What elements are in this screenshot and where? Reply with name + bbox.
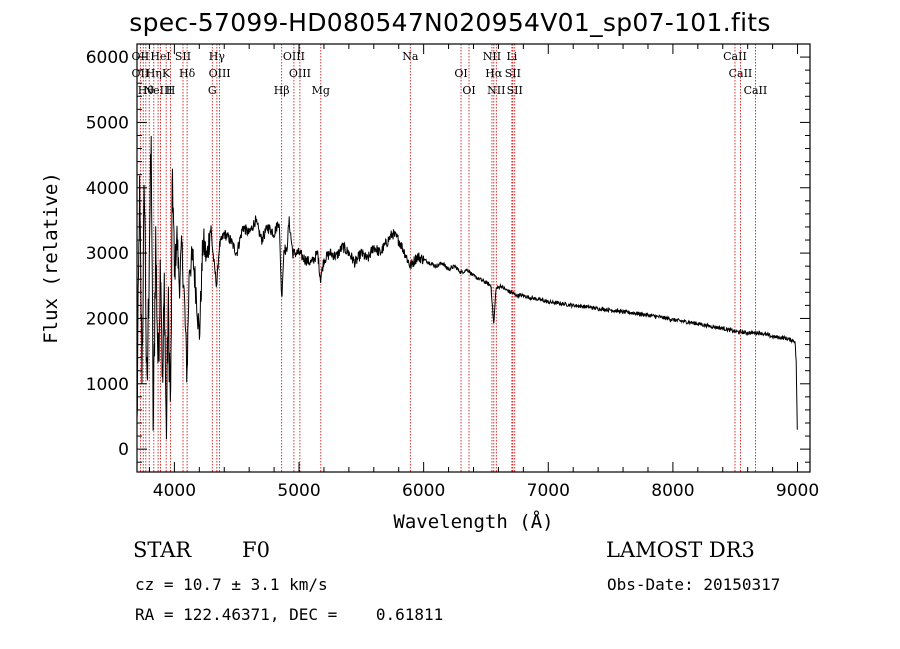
line-marker-label: Hθ [138,84,155,97]
x-axis-ticks: 4000 5000 6000 7000 8000 9000 [148,44,819,501]
line-marker-label: Li [506,50,517,63]
observation-date: Obs-Date: 20150317 [607,575,781,594]
x-tick-label: 6000 [402,481,445,501]
line-marker-label: Na [402,50,419,63]
line-marker-label: HeI [150,50,170,63]
line-marker-label: H [166,84,176,97]
x-tick-label: 7000 [527,481,570,501]
x-axis-label: Wavelength (Å) [393,510,553,533]
line-marker-label: OI [462,84,475,97]
line-marker-label: Hα [485,67,503,80]
line-marker-label: SII [175,50,191,63]
line-marker-label: OII [132,50,150,63]
y-tick-label: 1000 [86,375,129,395]
line-marker-label: OIII [289,67,311,80]
x-tick-label: 9000 [776,481,819,501]
object-class: STAR [133,538,192,562]
line-marker-label: G [208,84,217,97]
line-marker-label: Hγ [209,50,226,63]
y-tick-label: 3000 [86,244,129,264]
y-tick-label: 0 [118,440,129,460]
y-tick-label: 4000 [86,179,129,199]
line-marker-label: Hη [146,67,162,80]
line-marker-label: NII [487,84,505,97]
x-tick-label: 5000 [277,481,320,501]
line-marker-label: Mg [312,84,330,97]
spectrum-line [136,135,798,440]
emission-line-labels: OII OII Hθ Hη NeIII HeI KH SII Hδ G Hγ OIII Hβ OIII OI… [132,50,768,97]
line-marker-label: OIII [209,67,231,80]
line-marker-label: OIII [283,50,305,63]
line-marker-label: SII [507,84,523,97]
object-subclass: F0 [242,538,270,562]
line-marker-label: Hβ [274,84,290,97]
line-marker-label: Hδ [179,67,196,80]
chart-title: spec-57099-HD080547N020954V01_sp07-101.f… [129,8,771,37]
line-marker-label: CaII [729,67,753,80]
survey-name: LAMOST DR3 [606,538,755,562]
plot-frame [136,43,811,473]
coordinates: RA = 122.46371, DEC = 0.61811 [135,605,444,624]
y-tick-label: 5000 [86,113,129,133]
x-tick-label: 4000 [153,481,196,501]
y-tick-label: 6000 [86,48,129,68]
line-marker-label: K [162,67,171,80]
line-marker-label: OI [454,67,467,80]
y-axis-ticks: 0 1000 2000 3000 4000 5000 6000 [86,43,810,463]
line-marker-label: SII [505,67,521,80]
y-tick-label: 2000 [86,309,129,329]
line-marker-label: CaII [723,50,747,63]
line-marker-label: NII [483,50,501,63]
emission-line-markers [139,44,756,472]
line-marker-label: OII [132,67,150,80]
line-marker-label: NeIII [143,84,172,97]
y-axis-label: Flux (relative) [40,172,62,344]
redshift-info: cz = 10.7 ± 3.1 km/s [135,575,328,594]
line-marker-label: CaII [744,84,768,97]
x-tick-label: 8000 [651,481,694,501]
